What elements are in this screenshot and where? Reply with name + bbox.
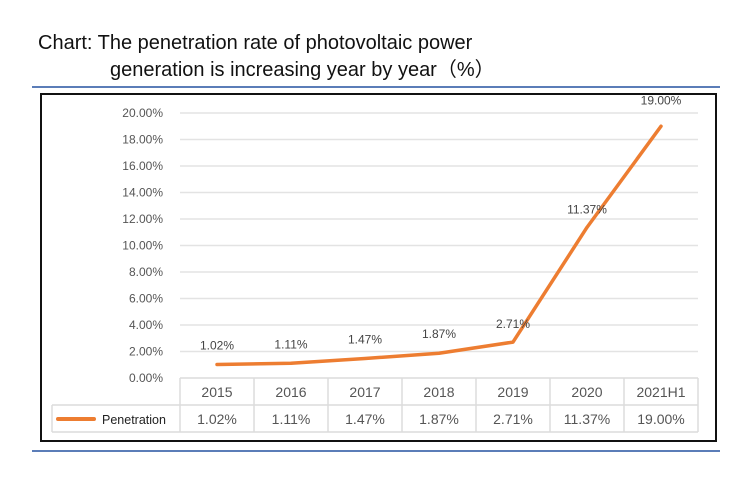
data-point <box>437 351 441 355</box>
data-label: 1.87% <box>422 327 456 341</box>
data-label: 2.71% <box>496 317 530 331</box>
y-tick-label: 10.00% <box>122 239 163 253</box>
chart-title: Chart: The penetration rate of photovolt… <box>38 30 495 84</box>
table-value: 1.02% <box>197 411 237 427</box>
table-value: 1.11% <box>272 411 311 427</box>
y-tick-label: 8.00% <box>129 265 163 279</box>
table-value: 1.87% <box>419 411 459 427</box>
y-tick-label: 20.00% <box>122 106 163 120</box>
y-tick-label: 2.00% <box>129 345 163 359</box>
table-value: 11.37% <box>564 411 610 427</box>
x-category-label: 2020 <box>571 384 602 400</box>
data-point <box>289 361 293 365</box>
x-category-label: 2018 <box>423 384 454 400</box>
x-category-label: 2019 <box>497 384 528 400</box>
y-tick-label: 16.00% <box>122 159 163 173</box>
data-point <box>659 124 663 128</box>
y-tick-label: 6.00% <box>129 292 163 306</box>
y-tick-label: 14.00% <box>122 186 163 200</box>
data-label: 1.02% <box>200 338 234 352</box>
x-category-label: 2015 <box>201 384 232 400</box>
data-label: 1.47% <box>348 333 382 347</box>
legend-label: Penetration <box>102 413 166 427</box>
title-line-2: generation is increasing year by year（%） <box>110 59 495 81</box>
x-category-label: 2021H1 <box>636 384 685 400</box>
data-point <box>511 340 515 344</box>
data-label: 11.37% <box>567 202 607 216</box>
bottom-rule <box>32 450 720 452</box>
y-tick-label: 4.00% <box>129 318 163 332</box>
x-category-label: 2016 <box>275 384 306 400</box>
data-point <box>585 225 589 229</box>
data-point <box>363 357 367 361</box>
top-rule <box>32 86 720 88</box>
table-value: 2.71% <box>493 411 533 427</box>
y-tick-label: 0.00% <box>129 371 163 385</box>
title-line-1: Chart: The penetration rate of photovolt… <box>38 32 473 54</box>
data-label: 19.00% <box>641 93 682 107</box>
x-category-label: 2017 <box>349 384 380 400</box>
table-value: 19.00% <box>637 411 684 427</box>
y-tick-label: 12.00% <box>122 212 163 226</box>
table-value: 1.47% <box>345 411 385 427</box>
data-point <box>215 362 219 366</box>
data-label: 1.11% <box>274 337 307 351</box>
y-tick-label: 18.00% <box>122 133 163 147</box>
chart-frame <box>40 93 717 442</box>
